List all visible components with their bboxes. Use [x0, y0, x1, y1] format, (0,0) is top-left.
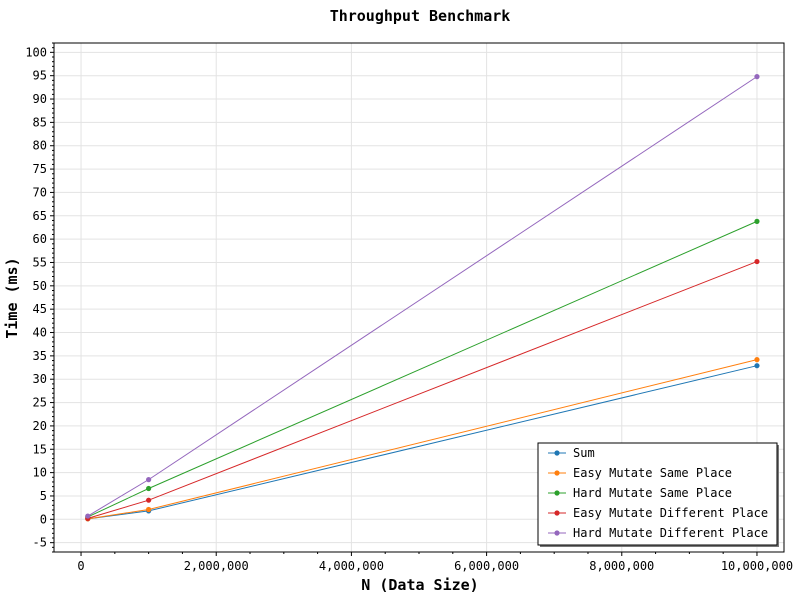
y-tick-label: 75: [33, 162, 47, 176]
legend-marker: [554, 450, 560, 456]
data-point: [146, 485, 152, 492]
y-tick-label: 5: [40, 489, 47, 503]
legend-marker: [554, 530, 560, 536]
legend-label: Sum: [573, 446, 595, 460]
data-point: [754, 357, 760, 363]
y-tick-label: 0: [40, 512, 47, 526]
y-tick-label: 20: [33, 419, 47, 433]
chart-title: Throughput Benchmark: [330, 7, 511, 25]
data-point: [754, 74, 760, 80]
data-point: [85, 513, 91, 519]
data-point: [754, 218, 760, 224]
legend-label: Hard Mutate Same Place: [573, 486, 732, 500]
y-tick-label: 30: [33, 372, 47, 386]
data-point: [754, 258, 760, 265]
y-tick-label: 45: [33, 302, 47, 316]
y-tick-label: 60: [33, 232, 47, 246]
data-point: [146, 506, 152, 513]
legend-item: Sum: [548, 446, 595, 460]
y-tick-label: 65: [33, 209, 47, 223]
y-tick-label: 85: [33, 115, 47, 129]
series-1: [85, 357, 760, 522]
legend-marker: [554, 510, 560, 516]
series-lines: [85, 74, 760, 522]
y-tick-label: 55: [33, 255, 47, 269]
legend-marker: [554, 490, 560, 496]
legend-item: Easy Mutate Same Place: [548, 466, 732, 480]
y-tick-label: 15: [33, 442, 47, 456]
y-tick-label: 90: [33, 92, 47, 106]
axis-ticks: -5 0 5 10 15 20 25 30 35 40 45 50 55 60 65 70 75 80 85 90 95…: [25, 42, 793, 573]
legend-item: Easy Mutate Different Place: [548, 506, 768, 520]
legend: Sum Easy Mutate Same Place Hard Mutate Sam…: [537, 442, 779, 547]
x-tick-label: 2,000,000: [184, 559, 249, 573]
legend-item: Hard Mutate Different Place: [548, 526, 768, 540]
y-tick-label: 80: [33, 139, 47, 153]
legend-box: [537, 442, 778, 546]
x-tick-label: 8,000,000: [589, 559, 654, 573]
x-tick-label: 10,000,000: [721, 559, 793, 573]
data-point: [754, 363, 760, 369]
x-tick-label: 0: [77, 559, 84, 573]
series-4: [85, 74, 760, 519]
y-tick-label: 95: [33, 69, 47, 83]
y-tick-label: 25: [33, 396, 47, 410]
data-point: [146, 477, 152, 483]
data-point: [146, 497, 152, 503]
y-tick-label: 70: [33, 185, 47, 199]
y-tick-label: 50: [33, 279, 47, 293]
y-tick-label: 100: [25, 45, 47, 59]
legend-label: Hard Mutate Different Place: [573, 526, 768, 540]
grid-lines: [54, 43, 784, 552]
legend-item: Hard Mutate Same Place: [548, 486, 732, 500]
x-tick-label: 6,000,000: [454, 559, 519, 573]
legend-label: Easy Mutate Different Place: [573, 506, 768, 520]
y-axis-label: Time (ms): [3, 257, 21, 338]
legend-label: Easy Mutate Same Place: [573, 466, 732, 480]
y-tick-label: 40: [33, 326, 47, 340]
x-axis-label: N (Data Size): [361, 576, 478, 594]
y-tick-label: -5: [33, 536, 47, 550]
legend-marker: [554, 470, 560, 476]
y-tick-label: 35: [33, 349, 47, 363]
y-tick-label: 10: [33, 466, 47, 480]
x-tick-label: 4,000,000: [319, 559, 384, 573]
